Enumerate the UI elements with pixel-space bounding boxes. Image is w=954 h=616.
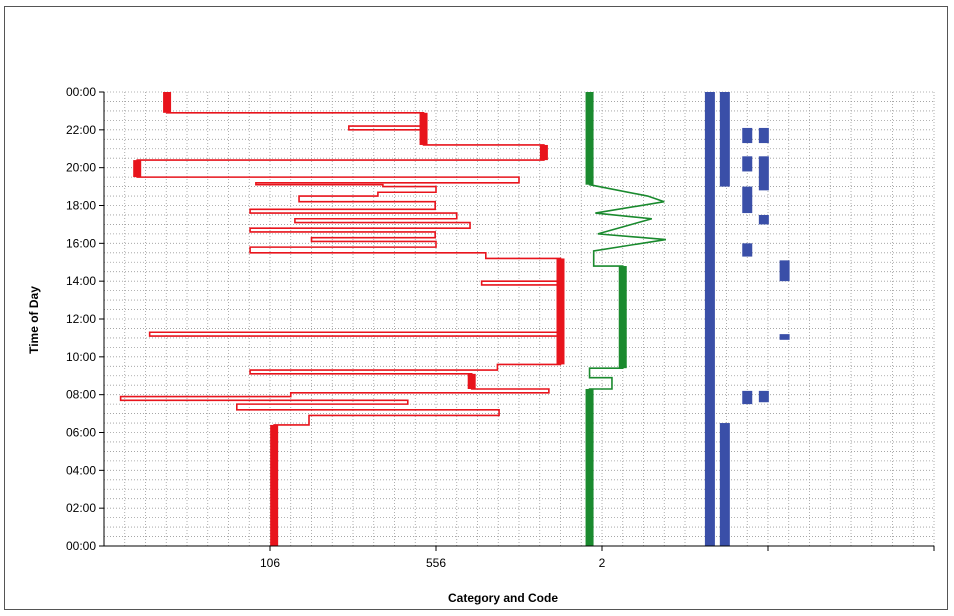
y-tick-label: 22:00: [66, 123, 96, 137]
series-bar-red: [467, 373, 476, 389]
series-bar-red: [556, 258, 565, 365]
x-axis-title: Category and Code: [448, 591, 558, 605]
x-tick-label: 556: [426, 556, 446, 570]
blue-block: [758, 214, 769, 225]
blue-block: [742, 390, 753, 405]
series-layer: [119, 92, 790, 546]
series-bar-green: [585, 388, 594, 546]
blue-block: [742, 156, 753, 172]
y-tick-label: 00:00: [66, 539, 96, 553]
series-bar-red: [270, 424, 279, 546]
series-bar-red: [163, 92, 172, 113]
series-bar-green: [585, 92, 594, 185]
blue-block: [742, 186, 753, 214]
blue-block: [742, 127, 753, 144]
blue-block: [758, 156, 769, 191]
y-tick-label: 20:00: [66, 161, 96, 175]
y-tick-label: 14:00: [66, 274, 96, 288]
y-tick-label: 08:00: [66, 388, 96, 402]
blue-block: [779, 260, 790, 282]
blue-block: [719, 92, 730, 187]
y-tick-label: 02:00: [66, 501, 96, 515]
x-tick-label: 106: [260, 556, 280, 570]
chart-frame: [4, 6, 948, 610]
blue-block: [758, 390, 769, 403]
axes: 00:00 02:00 04:00 06:00 08:00 10:00 12:00 14:00…: [66, 85, 935, 570]
x-tick-label: 2: [599, 556, 606, 570]
blue-block: [704, 92, 715, 546]
y-tick-label: 18:00: [66, 199, 96, 213]
series-bar-red: [419, 112, 428, 145]
blue-block: [779, 334, 790, 340]
y-tick-label: 12:00: [66, 312, 96, 326]
y-axis-title: Time of Day: [27, 286, 41, 354]
y-tick-label: 10:00: [66, 350, 96, 364]
series-bar-red: [539, 144, 548, 161]
series-bar-green: [618, 266, 627, 369]
series-line-red: [119, 92, 562, 546]
y-tick-label: 06:00: [66, 426, 96, 440]
blue-block: [719, 423, 730, 546]
blue-block: [758, 127, 769, 144]
y-tick-label: 04:00: [66, 463, 96, 477]
series-line-green: [588, 92, 667, 546]
blue-block: [742, 243, 753, 257]
series-bar-red: [133, 160, 142, 178]
y-tick-label: 00:00: [66, 85, 96, 99]
grid: [104, 91, 935, 547]
y-tick-label: 16:00: [66, 236, 96, 250]
